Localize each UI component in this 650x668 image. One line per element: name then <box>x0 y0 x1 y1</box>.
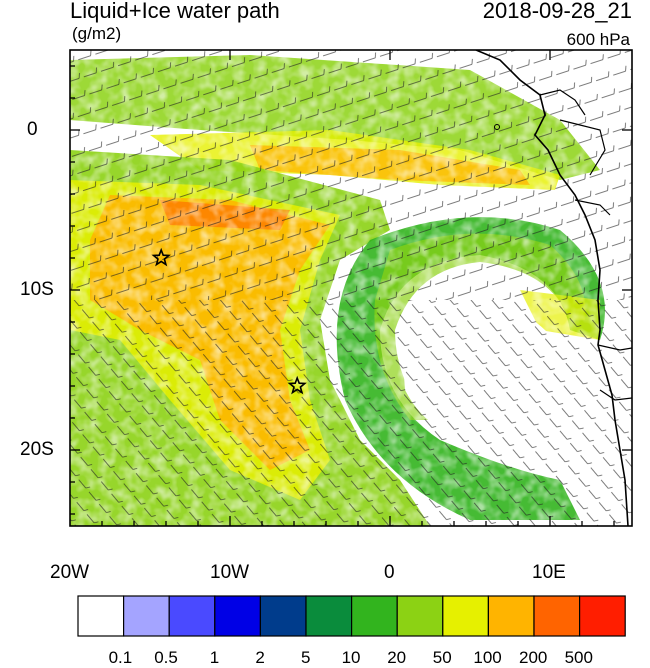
colorbar-swatch <box>396 595 444 637</box>
colorbar-swatch <box>487 595 535 637</box>
colorbar-label: 0.5 <box>154 648 178 667</box>
lon-label-0: 0 <box>384 562 395 583</box>
colorbar-label: 500 <box>564 648 593 667</box>
colorbar-swatch <box>305 595 353 637</box>
lat-label-0: 0 <box>27 119 38 140</box>
map-datetime: 2018-09-28_21 <box>482 0 632 23</box>
colorbar-label: 5 <box>301 648 311 667</box>
axis-ticks <box>70 50 632 526</box>
star-marker <box>287 375 307 395</box>
map-units: (g/m2) <box>72 24 122 43</box>
colorbar-label: 10 <box>341 648 361 667</box>
pressure-level: 600 hPa <box>566 30 630 49</box>
lon-label-10w: 10W <box>210 562 250 583</box>
colorbar-swatch <box>168 595 216 637</box>
colorbar-swatch <box>442 595 489 637</box>
colorbar-label: 100 <box>473 648 502 667</box>
colorbar-label: 2 <box>255 648 265 667</box>
colorbar-swatch <box>77 595 125 637</box>
colorbar-swatch <box>351 595 398 637</box>
colorbar-label: 50 <box>432 648 452 667</box>
colorbar-label: 1 <box>209 648 220 667</box>
map-field <box>70 50 632 526</box>
colorbar-swatch <box>578 595 626 637</box>
colorbar-swatch <box>533 595 581 637</box>
colorbar-swatch <box>259 595 307 637</box>
lon-label-20w: 20W <box>50 562 90 583</box>
colorbar-swatch <box>214 595 262 637</box>
colorbar-label: 20 <box>387 648 407 667</box>
lat-label-10s: 10S <box>20 279 54 300</box>
marker-layer <box>151 247 307 395</box>
lat-label-20s: 20S <box>20 439 54 460</box>
lon-label-10e: 10E <box>532 562 566 583</box>
star-marker <box>151 247 171 267</box>
colorbar-swatch <box>122 595 170 637</box>
colorbar <box>77 595 626 637</box>
colorbar-label: 200 <box>519 648 548 667</box>
map-title: Liquid+Ice water path <box>70 0 280 23</box>
colorbar-label: 0.1 <box>108 648 133 667</box>
map-frame <box>69 49 633 527</box>
